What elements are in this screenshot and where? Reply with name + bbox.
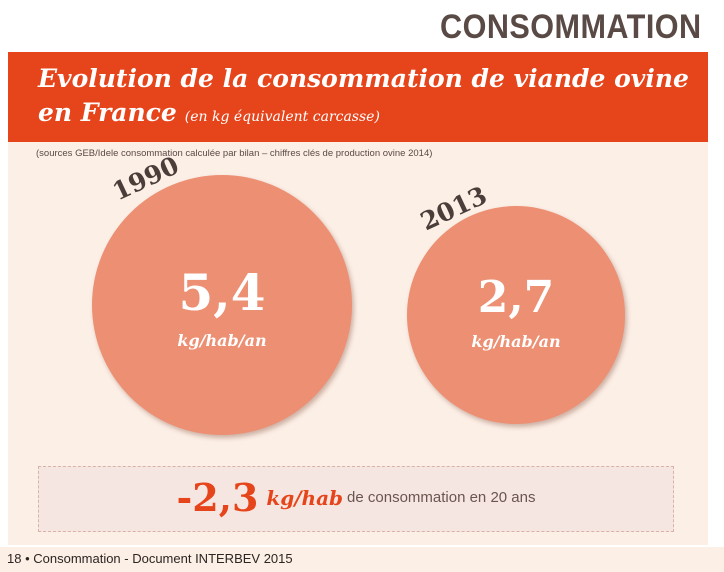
bubble-1990-unit: kg/hab/an — [177, 331, 267, 350]
summary-delta-unit: kg/hab — [266, 485, 344, 510]
chart-title-line1: Evolution de la consommation de viande o… — [38, 64, 689, 93]
bubble-2013: 2,7 kg/hab/an — [407, 206, 625, 424]
chart-title-line2: en France (en kg équivalent carcasse) — [38, 98, 380, 127]
section-title: CONSOMMATION — [440, 8, 702, 46]
footer-text: 18 • Consommation - Document INTERBEV 20… — [7, 551, 293, 566]
bubble-2013-unit: kg/hab/an — [471, 332, 561, 351]
footer-bar: 18 • Consommation - Document INTERBEV 20… — [0, 547, 724, 572]
summary-line: -2,3 kg/hab de consommation en 20 ans — [39, 475, 673, 520]
summary-text: de consommation en 20 ans — [347, 489, 536, 506]
bubble-1990-value: 5,4 — [178, 263, 266, 322]
source-note: (sources GEB/Idele consommation calculée… — [36, 148, 433, 159]
summary-delta: -2,3 — [176, 475, 259, 520]
title-banner: Evolution de la consommation de viande o… — [8, 52, 708, 142]
bubble-2013-value: 2,7 — [477, 272, 555, 323]
bubble-1990: 5,4 kg/hab/an — [92, 175, 352, 435]
chart-title-line2-text: en France — [38, 98, 177, 127]
chart-subtitle: (en kg équivalent carcasse) — [184, 109, 380, 125]
summary-box: -2,3 kg/hab de consommation en 20 ans — [38, 466, 674, 532]
